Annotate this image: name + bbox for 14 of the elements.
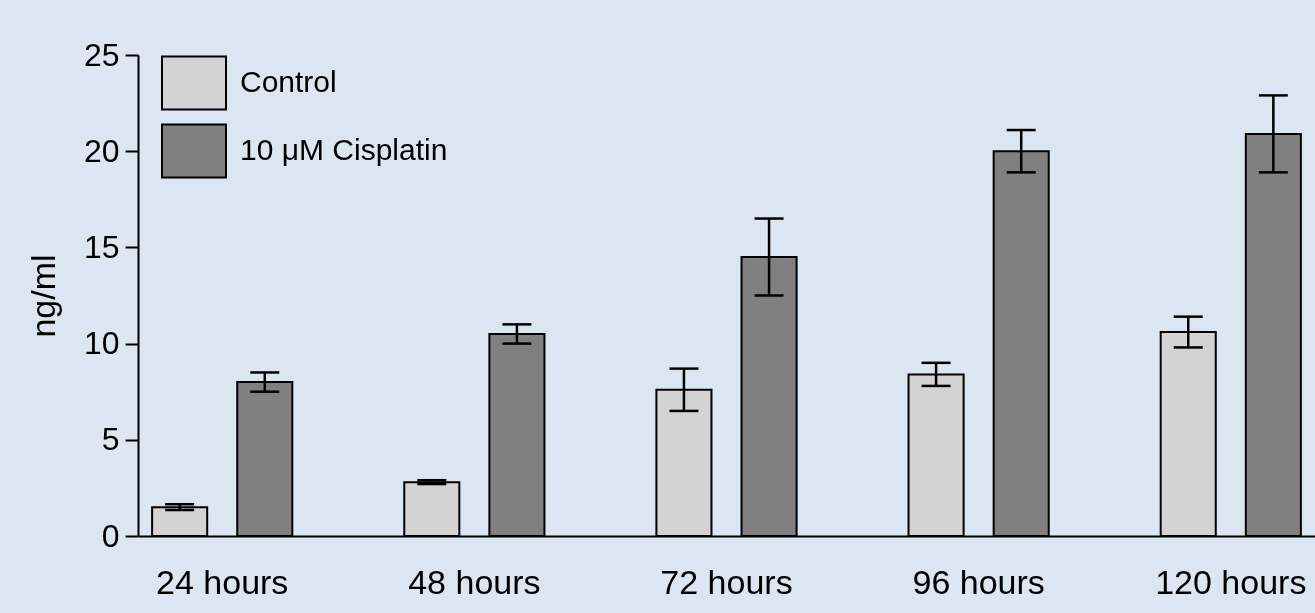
x-tick-label: 72 hours [660,562,793,601]
y-tick-label: 25 [83,36,120,73]
y-tick-label: 0 [101,517,120,554]
x-tick-label: 24 hours [156,562,289,601]
y-axis-title: ng/ml [23,254,62,338]
x-tick-label: 48 hours [408,562,541,601]
x-tick-label: 96 hours [912,562,1045,601]
y-tick-label: 5 [101,421,120,458]
x-tick-label: 120 hours [1155,562,1307,601]
legend-label: Control [240,65,337,98]
legend-label: 10 μM Cisplatin [240,133,448,166]
y-tick-label: 15 [83,228,120,265]
y-tick-label: 20 [83,132,120,169]
y-tick-label: 10 [83,325,120,362]
